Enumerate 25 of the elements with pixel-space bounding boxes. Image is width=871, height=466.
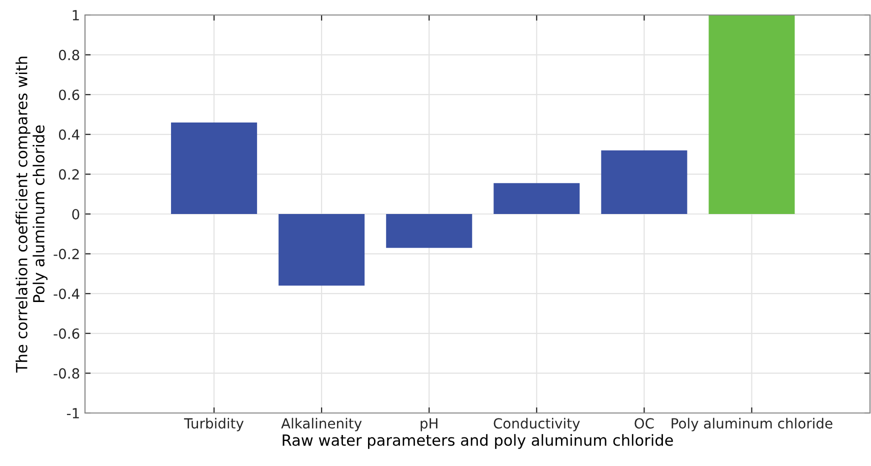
bar: [278, 214, 365, 286]
y-tick-label: -0.8: [54, 368, 80, 379]
y-tick-label: -1: [66, 408, 79, 418]
bar: [708, 15, 795, 214]
x-tick-label: OC: [634, 418, 654, 429]
y-tick-label: 0.8: [58, 50, 80, 60]
y-tick-label: -0.6: [54, 328, 80, 339]
y-tick-label: 0.4: [58, 129, 80, 140]
x-tick-label: Alkalinenity: [281, 418, 362, 432]
y-axis-title: The correlation coefficient compares with Poly aluminum chloride: [16, 56, 48, 373]
x-axis-title: Raw water parameters and poly aluminum chloride: [282, 434, 673, 449]
x-tick-label: Conductivity: [494, 418, 580, 432]
x-tick-label: Poly aluminum chloride: [672, 418, 832, 432]
bar: [494, 183, 580, 214]
y-tick-label: -0.4: [54, 288, 80, 300]
bar: [386, 214, 472, 248]
y-tick-label: 0.2: [58, 169, 79, 180]
y-tick-label: -0.2: [54, 248, 79, 260]
x-tick-label: Turbidity: [184, 418, 244, 432]
y-tick-label: 0.6: [58, 90, 80, 100]
x-tick-label: pH: [420, 418, 438, 432]
bar: [601, 150, 688, 214]
y-tick-label: 1: [72, 10, 79, 20]
bar: [171, 122, 258, 214]
y-tick-label: 0: [72, 208, 80, 220]
